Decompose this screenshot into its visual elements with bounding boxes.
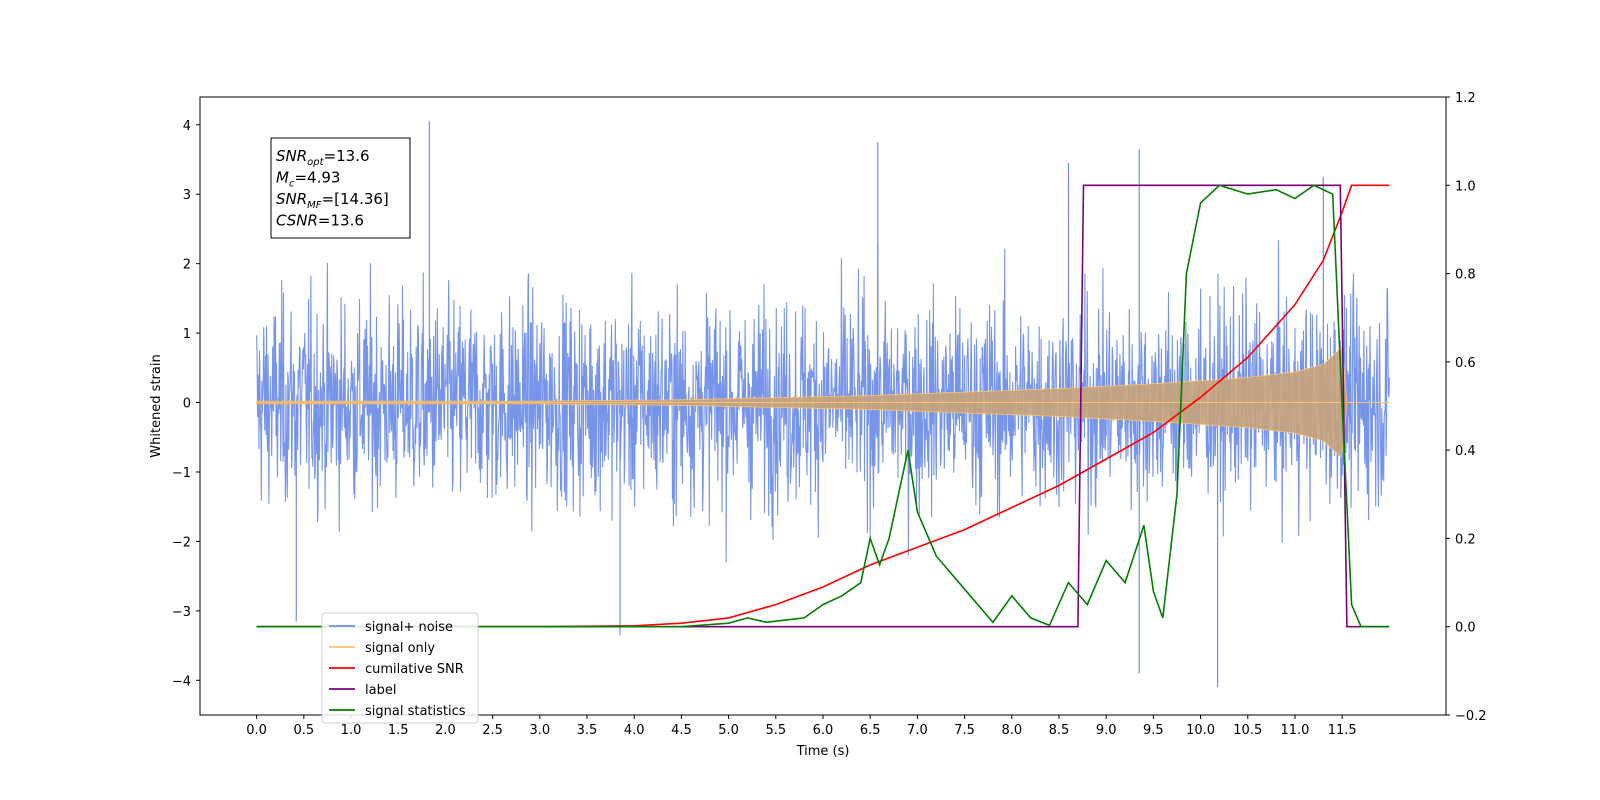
y-right-tick-label: −0.2 <box>1455 709 1487 724</box>
y-left-tick-label: −3 <box>172 605 191 620</box>
x-tick-label: 4.5 <box>671 723 692 738</box>
y-left-tick-label: 2 <box>183 258 191 273</box>
x-tick-label: 11.5 <box>1328 723 1357 738</box>
x-tick-label: 1.0 <box>341 723 362 738</box>
y-left-tick-label: 0 <box>183 397 191 412</box>
annotation-value: =4.93 <box>294 169 340 187</box>
x-tick-label: 10.5 <box>1233 723 1262 738</box>
annotation-subscript: MF <box>307 200 322 211</box>
y-axis-left: 4 3 2 1 0 −1 −2 −3 −4 <box>172 119 200 689</box>
annotation-subscript: c <box>289 179 295 190</box>
x-axis: 0.0 0.5 1.0 1.5 2.0 2.5 3.0 3.5 4.0 4.5 5.0 5.5 6.0 6… <box>246 715 1357 738</box>
annotation-line: CSNR=13.6 <box>276 212 364 230</box>
y-left-tick-label: −2 <box>172 535 191 550</box>
y-right-tick-label: 0.8 <box>1455 268 1476 283</box>
annotation-symbol: SNR <box>276 147 307 165</box>
x-tick-label: 0.0 <box>246 723 267 738</box>
y-right-tick-label: 1.2 <box>1455 91 1476 106</box>
x-tick-label: 11.0 <box>1280 723 1309 738</box>
series-cumilative-snr <box>256 184 1390 628</box>
y-left-tick-label: 4 <box>183 119 191 134</box>
legend-item-label: cumilative SNR <box>365 662 464 677</box>
annotation-value: =13.6 <box>324 147 370 165</box>
x-tick-label: 8.5 <box>1049 723 1070 738</box>
x-tick-label: 9.5 <box>1143 723 1164 738</box>
annotation-symbol: M <box>276 169 289 187</box>
y-left-tick-label: 3 <box>183 188 191 203</box>
annotation-line: SNRMF=[14.36] <box>276 190 389 211</box>
x-tick-label: 7.0 <box>907 723 928 738</box>
series-label <box>256 184 1390 628</box>
annotation-symbol: SNR <box>276 190 307 208</box>
x-tick-label: 4.0 <box>624 723 645 738</box>
x-tick-label: 6.0 <box>813 723 834 738</box>
x-tick-label: 10.0 <box>1186 723 1215 738</box>
legend-item-label: signal only <box>365 641 435 656</box>
x-tick-label: 0.5 <box>293 723 314 738</box>
legend-item-label: signal statistics <box>365 704 466 719</box>
legend-item-label: signal+ noise <box>365 620 453 635</box>
y-right-tick-label: 0.2 <box>1455 532 1476 547</box>
x-tick-label: 3.5 <box>577 723 598 738</box>
y-axis-right: 1.2 1.0 0.8 0.6 0.4 0.2 0.0 −0.2 <box>1446 91 1487 724</box>
x-tick-label: 8.0 <box>1001 723 1022 738</box>
y-right-tick-label: 1.0 <box>1455 179 1476 194</box>
annotation-value: =13.6 <box>318 212 364 230</box>
annotation-line: SNRopt=13.6 <box>276 147 370 168</box>
x-tick-label: 7.5 <box>954 723 975 738</box>
x-tick-label: 9.0 <box>1096 723 1117 738</box>
x-tick-label: 2.5 <box>482 723 503 738</box>
x-tick-label: 5.5 <box>765 723 786 738</box>
legend-frame <box>321 612 479 724</box>
x-tick-label: 2.0 <box>435 723 456 738</box>
y-right-tick-label: 0.0 <box>1455 621 1476 636</box>
series-signal-noise <box>256 240 1390 563</box>
legend-item-label: label <box>365 683 396 698</box>
y-left-tick-label: −1 <box>172 466 191 481</box>
y-right-tick-label: 0.6 <box>1455 356 1476 371</box>
x-axis-label: Time (s) <box>796 744 850 759</box>
plot-area <box>256 121 1390 688</box>
series-signal-statistics <box>256 184 1390 628</box>
y-left-tick-label: 1 <box>183 327 191 342</box>
y-left-tick-label: −4 <box>172 674 191 689</box>
annotation-line: Mc=4.93 <box>276 169 340 190</box>
annotation-value: =[14.36] <box>322 190 389 208</box>
annotation-symbol: CSNR <box>276 212 318 230</box>
y-right-tick-label: 0.4 <box>1455 444 1476 459</box>
annotation-subscript: opt <box>307 157 324 168</box>
y-axis-label: Whitened strain <box>149 354 164 457</box>
x-tick-label: 1.5 <box>388 723 409 738</box>
legend: signal+ noise signal only cumilative SNR la… <box>321 612 479 724</box>
x-tick-label: 3.0 <box>529 723 550 738</box>
x-tick-label: 6.5 <box>860 723 881 738</box>
x-tick-label: 5.0 <box>718 723 739 738</box>
annotation-frame <box>270 137 411 239</box>
